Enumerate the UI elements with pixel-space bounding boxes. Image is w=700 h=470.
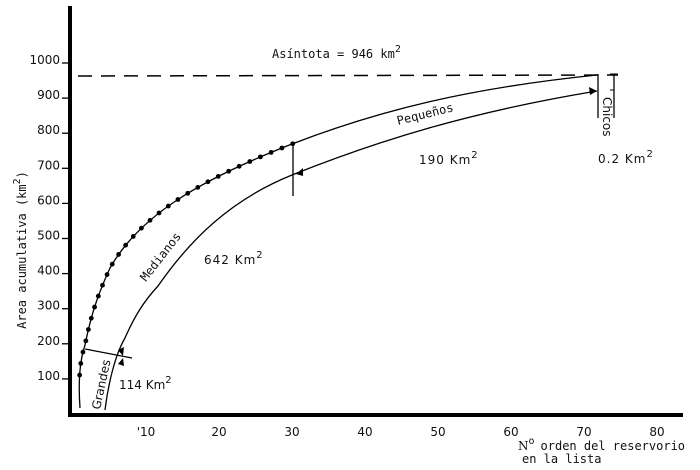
data-point — [205, 179, 211, 185]
data-point — [236, 163, 242, 169]
x-axis-label-line2: en la lista — [522, 452, 601, 466]
data-point — [77, 372, 83, 378]
data-point — [215, 174, 221, 179]
x-tick-label: '10 — [137, 425, 156, 439]
y-tick-label: 400 — [37, 264, 60, 278]
x-axis-label: No orden del reservorio — [518, 436, 685, 453]
data-point — [139, 225, 144, 231]
data-points — [77, 141, 296, 378]
grandes-medianos-divider — [84, 348, 133, 359]
x-tick-label: 80 — [649, 425, 664, 439]
y-tick-label: 700 — [37, 158, 60, 172]
data-point — [92, 304, 97, 310]
offset-curve — [104, 90, 598, 411]
x-tick-labels: '10 20 30 40 50 60 70 80 — [137, 425, 665, 439]
label-medianos: Medianos — [137, 230, 184, 284]
y-tick-label: 300 — [37, 299, 60, 313]
data-point — [80, 349, 86, 355]
data-point — [100, 282, 105, 288]
data-point — [130, 234, 136, 239]
data-point — [116, 252, 122, 257]
data-point — [258, 154, 263, 160]
y-axis-label: Area acumulativa (km2) — [12, 171, 29, 329]
area-grandes: 114 Km2 — [119, 375, 172, 392]
data-point — [247, 159, 253, 164]
x-tick-label: 30 — [284, 425, 299, 439]
data-point — [156, 210, 162, 216]
arrow-medianos — [296, 168, 303, 176]
data-point — [78, 361, 84, 366]
data-point — [226, 168, 232, 174]
data-point — [268, 149, 274, 155]
arrow-grandes-lower — [118, 358, 124, 366]
asymptote-line — [77, 74, 619, 77]
y-tick-label: 200 — [37, 334, 60, 348]
data-point — [109, 261, 115, 267]
x-tick-label: 70 — [576, 425, 591, 439]
data-point — [185, 190, 191, 196]
data-point — [104, 272, 110, 277]
data-point — [290, 141, 296, 147]
data-point — [195, 184, 201, 190]
x-tick-label: 60 — [503, 425, 518, 439]
data-point — [123, 242, 129, 248]
arrow-pequenos — [589, 87, 597, 95]
data-point — [88, 315, 94, 321]
x-tick-label: 40 — [357, 425, 372, 439]
data-point — [175, 197, 181, 202]
area-pequenos: 190 Km2 — [419, 150, 479, 167]
cumulative-curve — [78, 74, 598, 409]
y-tick-label: 900 — [37, 88, 60, 102]
area-chicos: 0.2 Km2 — [598, 149, 654, 166]
y-tick-label: 800 — [37, 123, 60, 137]
data-point — [147, 217, 153, 223]
data-point — [95, 293, 101, 299]
y-tick-label: 500 — [37, 229, 60, 243]
data-point — [165, 203, 171, 209]
data-point — [83, 338, 89, 344]
asymptote-label: Asíntota = 946 km2 — [272, 44, 401, 61]
x-tick-label: 50 — [430, 425, 445, 439]
area-medianos: 642 Km2 — [204, 250, 264, 267]
y-tick-label: 600 — [37, 193, 60, 207]
data-point — [85, 327, 91, 332]
arrow-grandes — [118, 347, 124, 356]
x-tick-label: 20 — [211, 425, 226, 439]
y-tick-label: 100 — [37, 369, 60, 383]
y-ticks: 100 200 300 400 500 600 700 800 900 1000 — [29, 53, 69, 383]
label-chicos: Chicos — [600, 97, 614, 137]
data-point — [279, 145, 285, 151]
y-tick-label: 1000 — [29, 53, 60, 67]
